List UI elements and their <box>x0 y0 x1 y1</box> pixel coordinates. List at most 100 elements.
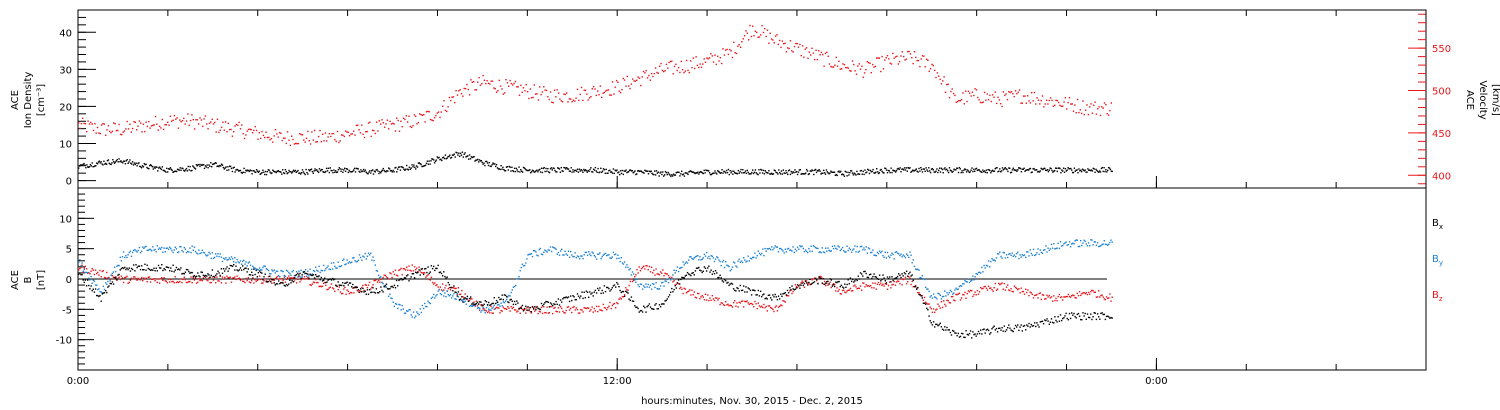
bx-series-point <box>836 281 838 284</box>
bx-series-point <box>714 270 717 272</box>
density-series-point <box>875 171 877 173</box>
bz-series-point <box>362 284 364 287</box>
bz-series-point <box>910 283 912 286</box>
velocity-series-point <box>419 113 421 115</box>
density-series-point <box>178 169 181 171</box>
density-series-point <box>991 170 993 172</box>
velocity-series-point <box>137 125 139 127</box>
bz-series-point <box>1096 296 1099 298</box>
density-series-point <box>684 172 686 174</box>
bz-series-point <box>622 296 625 298</box>
velocity-series-point <box>1044 103 1046 105</box>
density-series-point <box>141 165 144 167</box>
by-series-point <box>500 302 502 304</box>
density-series-point <box>257 171 260 173</box>
velocity-series-point <box>650 72 653 75</box>
density-series-point <box>219 164 221 167</box>
bz-series-point <box>759 306 762 308</box>
bx-series-point <box>480 301 482 303</box>
density-series-point <box>558 168 561 170</box>
density-series-point <box>1095 168 1097 171</box>
density-series-point <box>773 169 775 171</box>
bz-series-point <box>292 277 294 279</box>
bz-series-point <box>1091 289 1093 291</box>
density-series-point <box>208 164 210 166</box>
bz-series-point <box>564 312 566 314</box>
density-series-point <box>362 168 365 171</box>
density-series-point <box>761 172 764 174</box>
by-series-point <box>720 264 722 267</box>
bz-series-point <box>811 279 813 281</box>
density-series-point <box>1015 169 1017 171</box>
velocity-series-point <box>969 92 971 94</box>
density-series-point <box>738 172 740 174</box>
velocity-series-point <box>920 58 922 60</box>
bz-series-point <box>395 274 398 276</box>
density-series-point <box>450 157 452 159</box>
by-series-point <box>576 255 579 257</box>
by-series-point <box>971 279 973 282</box>
bx-series-point <box>315 274 317 276</box>
bx-series-point <box>984 332 986 334</box>
density-series-point <box>974 170 976 172</box>
bx-series-point <box>1081 319 1083 321</box>
velocity-series-point <box>115 129 118 132</box>
by-series-point <box>170 247 172 250</box>
by-series-point <box>561 248 563 250</box>
by-series-point <box>967 278 970 280</box>
bx-series-point <box>503 294 506 296</box>
bx-series-point <box>87 279 89 281</box>
density-series-point <box>581 169 583 172</box>
velocity-series-point <box>487 82 490 84</box>
bz-series-point <box>538 310 540 313</box>
velocity-series-point <box>901 51 903 53</box>
velocity-series-point <box>102 123 104 125</box>
velocity-series-point <box>281 139 283 142</box>
velocity-series-point <box>675 63 677 65</box>
bz-series-point <box>822 283 825 285</box>
bx-series-point <box>391 285 393 288</box>
by-series-point <box>245 261 247 263</box>
by-series-point <box>102 285 105 288</box>
bz-series-point <box>893 280 895 283</box>
velocity-series-point <box>111 130 114 133</box>
bz-series-point <box>1057 295 1059 298</box>
bz-series-point <box>928 303 930 305</box>
velocity-series-point <box>885 57 887 59</box>
velocity-series-point <box>591 88 593 90</box>
velocity-series-point <box>481 83 483 85</box>
bz-series-point <box>704 293 707 295</box>
by-series-point <box>289 273 291 275</box>
velocity-series-point <box>1001 105 1003 108</box>
bx-series-point <box>663 303 665 305</box>
by-series-point <box>374 264 376 266</box>
density-series-point <box>110 163 112 166</box>
by-series-point <box>319 271 321 274</box>
velocity-series-point <box>938 75 940 77</box>
by-series-point <box>756 255 758 257</box>
velocity-series-point <box>576 88 579 91</box>
bx-series-point <box>892 279 894 282</box>
by-series-point <box>197 253 199 255</box>
by-series-point <box>894 251 897 254</box>
bz-series-point <box>794 284 797 286</box>
by-series-point <box>636 278 638 281</box>
velocity-series-point <box>717 55 719 57</box>
bx-series-point <box>784 292 786 294</box>
bx-series-point <box>1077 312 1080 315</box>
bx-series-point <box>1048 323 1050 325</box>
bx-series-point <box>774 293 776 296</box>
density-series-point <box>627 171 629 173</box>
bx-series-point <box>584 297 586 299</box>
bz-series-point <box>282 279 284 282</box>
density-series-point <box>260 172 262 175</box>
density-series-point <box>611 172 614 174</box>
bz-series-point <box>670 277 672 280</box>
density-series-point <box>489 165 491 167</box>
bx-series-point <box>289 279 291 281</box>
bz-series-point <box>284 281 287 283</box>
by-series-point <box>1108 243 1110 245</box>
density-series-point <box>358 170 360 173</box>
velocity-series-point <box>958 99 960 102</box>
bx-series-point <box>1083 315 1085 317</box>
